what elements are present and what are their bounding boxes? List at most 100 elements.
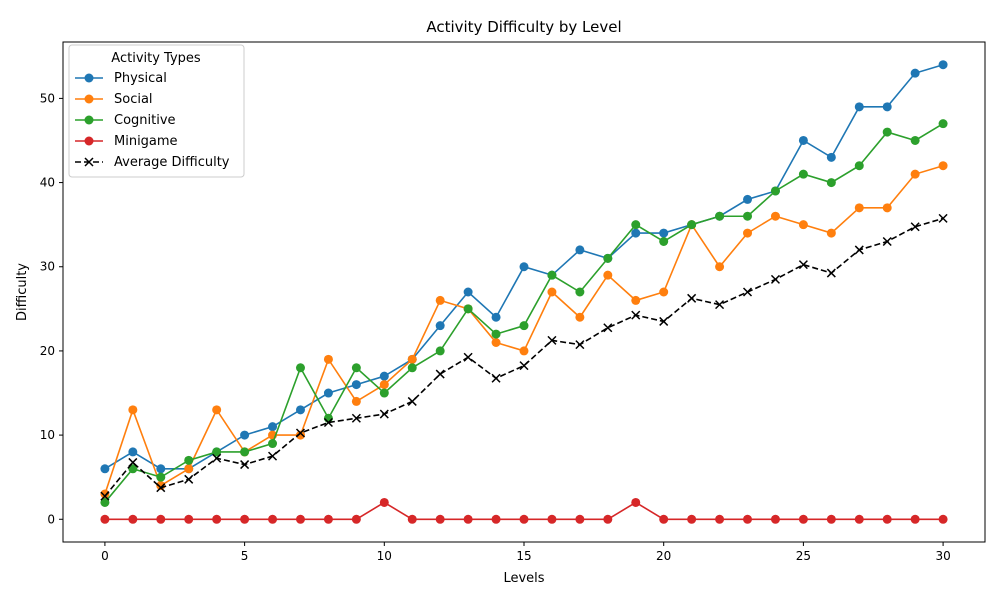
data-point-physical — [575, 245, 585, 255]
data-point-average-difficulty — [379, 409, 389, 419]
data-point-average-difficulty — [128, 457, 138, 467]
data-point-physical — [631, 228, 641, 238]
series-average-difficulty — [100, 213, 948, 501]
data-point-social — [407, 354, 417, 364]
data-point-physical — [351, 380, 361, 390]
legend-label: Cognitive — [114, 113, 176, 128]
x-tick-label: 15 — [516, 549, 531, 563]
data-point-minigame — [240, 514, 250, 524]
data-point-minigame — [798, 514, 808, 524]
data-point-minigame — [156, 514, 166, 524]
y-tick-label: 50 — [40, 91, 55, 105]
legend-item-cognitive: Cognitive — [75, 113, 176, 128]
data-point-cognitive — [519, 321, 529, 331]
data-point-minigame — [351, 514, 361, 524]
legend-label: Social — [114, 92, 153, 107]
data-point-cognitive — [351, 363, 361, 373]
data-point-social — [659, 287, 669, 297]
data-point-social — [519, 346, 529, 356]
data-point-cognitive — [603, 253, 613, 263]
data-point-minigame — [268, 514, 278, 524]
data-point-minigame — [323, 514, 333, 524]
data-point-average-difficulty — [715, 300, 725, 310]
data-point-social — [323, 354, 333, 364]
y-axis-label: Difficulty — [15, 263, 30, 321]
data-point-social — [491, 338, 501, 348]
data-point-social — [379, 380, 389, 390]
data-point-cognitive — [798, 169, 808, 179]
data-point-minigame — [295, 514, 305, 524]
legend-items: Physical Social Cognitive Minigame Average D… — [75, 71, 230, 170]
data-point-social — [938, 161, 948, 171]
data-point-minigame — [659, 514, 669, 524]
legend-label: Physical — [114, 71, 167, 86]
data-point-average-difficulty — [240, 460, 250, 470]
data-point-minigame — [826, 514, 836, 524]
data-point-cognitive — [659, 236, 669, 246]
data-point-average-difficulty — [882, 236, 892, 247]
legend-label: Average Difficulty — [114, 155, 230, 170]
legend-item-social: Social — [75, 92, 153, 107]
series-cognitive — [100, 119, 948, 507]
data-point-cognitive — [128, 464, 138, 474]
data-point-minigame — [854, 514, 864, 524]
data-point-physical — [938, 60, 948, 70]
data-point-minigame — [463, 514, 473, 524]
data-point-cognitive — [295, 363, 305, 373]
data-point-cognitive — [687, 220, 697, 230]
legend-item-average-difficulty: Average Difficulty — [75, 155, 230, 170]
data-point-cognitive — [184, 455, 194, 465]
data-point-minigame — [519, 514, 529, 524]
data-point-average-difficulty — [547, 335, 557, 345]
x-tick-label: 5 — [241, 549, 249, 563]
data-point-physical — [743, 194, 753, 204]
x-axis: 0 5 10 15 20 25 30 — [101, 542, 951, 563]
data-point-average-difficulty — [687, 293, 697, 303]
data-point-average-difficulty — [770, 274, 780, 284]
data-point-cognitive — [547, 270, 557, 280]
data-point-physical — [268, 422, 278, 432]
data-point-minigame — [715, 514, 725, 524]
data-point-cognitive — [826, 178, 836, 188]
series-social — [100, 161, 948, 499]
data-point-minigame — [631, 497, 641, 507]
data-point-physical — [435, 321, 445, 331]
data-point-average-difficulty — [519, 361, 529, 371]
x-tick-label: 25 — [796, 549, 811, 563]
data-point-average-difficulty — [910, 222, 920, 232]
data-point-social — [910, 169, 920, 179]
data-point-average-difficulty — [575, 340, 585, 350]
data-point-cognitive — [715, 211, 725, 221]
data-point-cognitive — [156, 472, 166, 482]
data-point-social — [575, 312, 585, 322]
legend-marker — [84, 136, 94, 146]
data-point-social — [100, 489, 110, 499]
legend-item-minigame: Minigame — [75, 134, 178, 149]
data-point-minigame — [212, 514, 222, 524]
data-point-minigame — [575, 514, 585, 524]
legend-marker — [84, 115, 94, 125]
data-point-social — [184, 464, 194, 474]
data-point-social — [128, 405, 138, 415]
y-tick-label: 20 — [40, 344, 55, 358]
data-point-average-difficulty — [295, 428, 306, 438]
data-point-cognitive — [854, 161, 864, 171]
data-point-physical — [491, 312, 501, 322]
data-point-social — [631, 295, 641, 305]
data-point-physical — [826, 152, 836, 162]
data-point-average-difficulty — [351, 413, 361, 423]
data-point-average-difficulty — [212, 453, 222, 463]
data-point-cognitive — [491, 329, 501, 339]
data-point-average-difficulty — [742, 287, 753, 297]
legend-marker — [84, 94, 94, 104]
x-tick-label: 30 — [935, 549, 950, 563]
data-point-cognitive — [575, 287, 585, 297]
data-point-minigame — [100, 514, 110, 524]
data-point-average-difficulty — [323, 417, 333, 428]
data-point-minigame — [379, 497, 389, 507]
y-axis: 0 10 20 30 40 50 — [40, 91, 63, 526]
y-tick-label: 40 — [40, 176, 55, 190]
data-point-social — [351, 396, 361, 406]
data-point-minigame — [743, 514, 753, 524]
data-point-minigame — [882, 514, 892, 524]
